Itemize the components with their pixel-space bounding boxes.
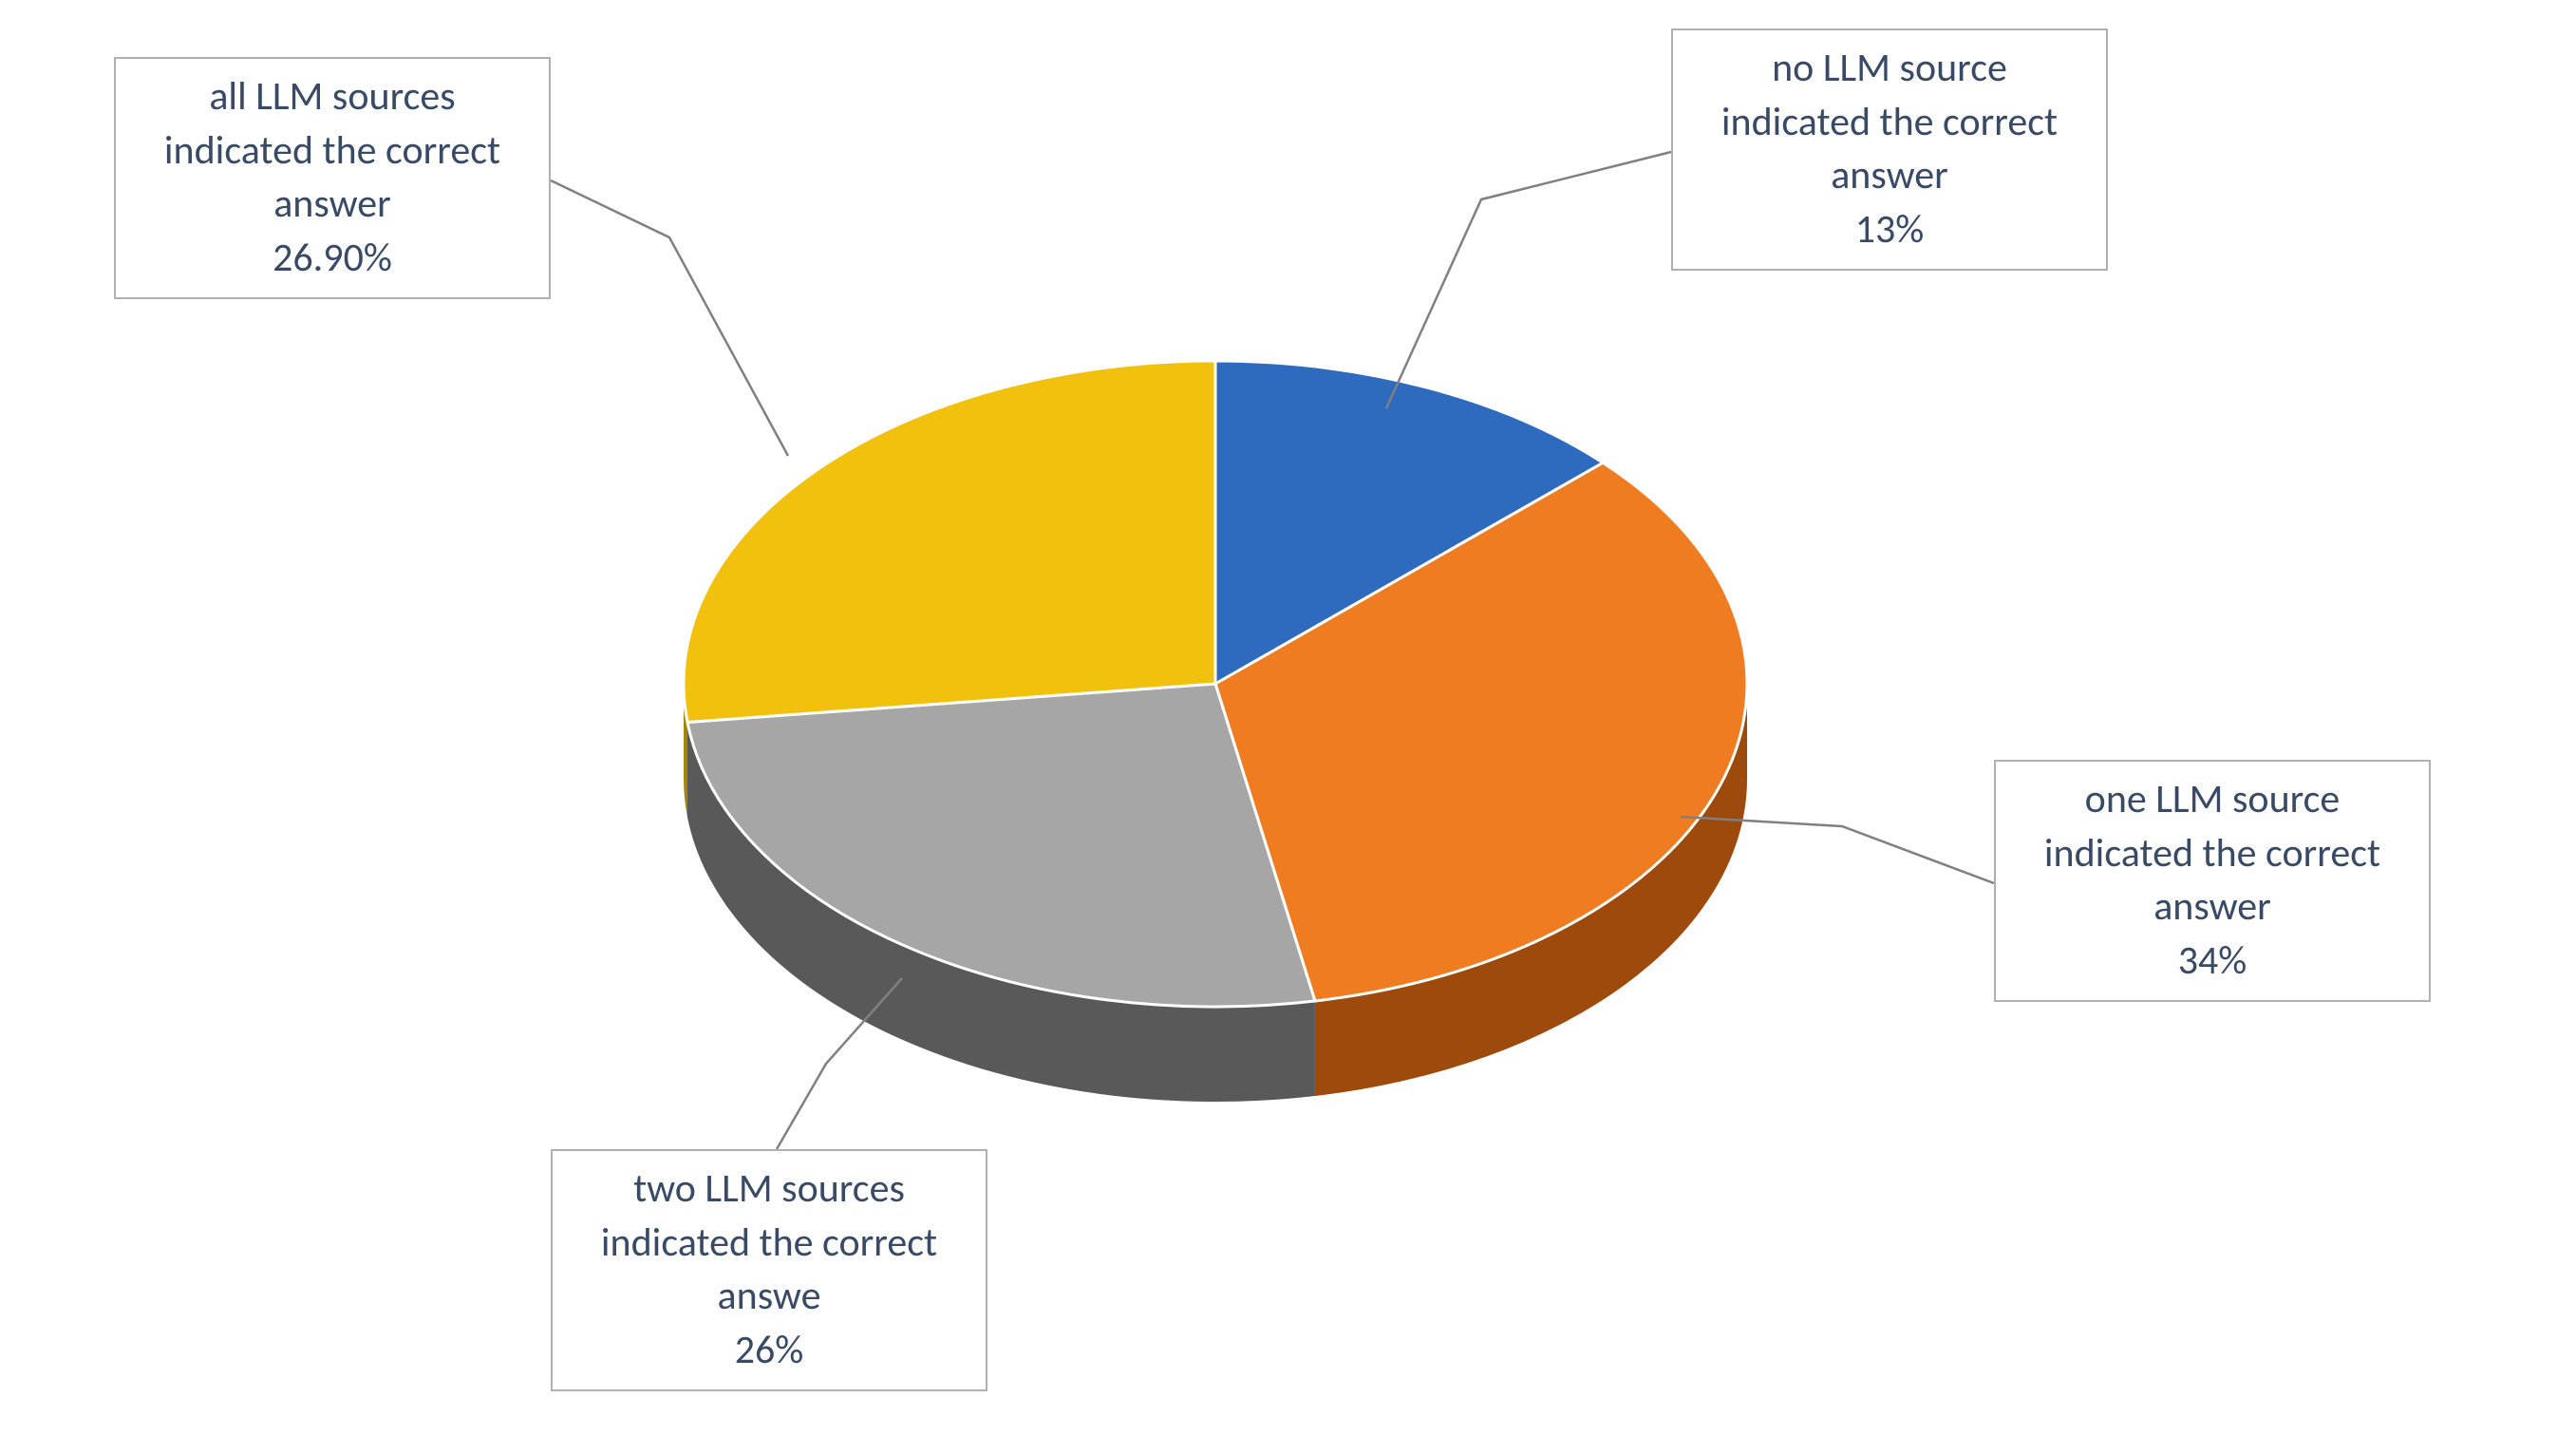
label-line: answe <box>570 1270 968 1324</box>
label-percent: 26.90% <box>133 232 532 286</box>
data-label-callout: all LLM sourcesindicated the correctansw… <box>114 57 551 299</box>
data-label-callout: no LLM sourceindicated the correctanswer… <box>1671 28 2108 271</box>
label-line: answer <box>133 178 532 232</box>
label-line: no LLM source <box>1690 42 2089 96</box>
label-percent: 34% <box>2013 935 2412 989</box>
label-percent: 13% <box>1690 203 2089 257</box>
label-line: indicated the correct <box>570 1217 968 1271</box>
pie-chart-3d: no LLM sourceindicated the correctanswer… <box>0 0 2576 1454</box>
data-label-callout: one LLM sourceindicated the correctanswe… <box>1994 760 2431 1002</box>
label-percent: 26% <box>570 1324 968 1378</box>
label-line: all LLM sources <box>133 70 532 124</box>
label-line: answer <box>1690 149 2089 203</box>
label-line: two LLM sources <box>570 1162 968 1217</box>
label-line: indicated the correct <box>133 124 532 179</box>
label-line: indicated the correct <box>1690 96 2089 150</box>
data-label-callout: two LLM sourcesindicated the correctansw… <box>551 1149 987 1391</box>
pie-slice <box>684 361 1215 722</box>
label-line: indicated the correct <box>2013 827 2412 881</box>
label-line: one LLM source <box>2013 773 2412 827</box>
label-line: answer <box>2013 880 2412 935</box>
